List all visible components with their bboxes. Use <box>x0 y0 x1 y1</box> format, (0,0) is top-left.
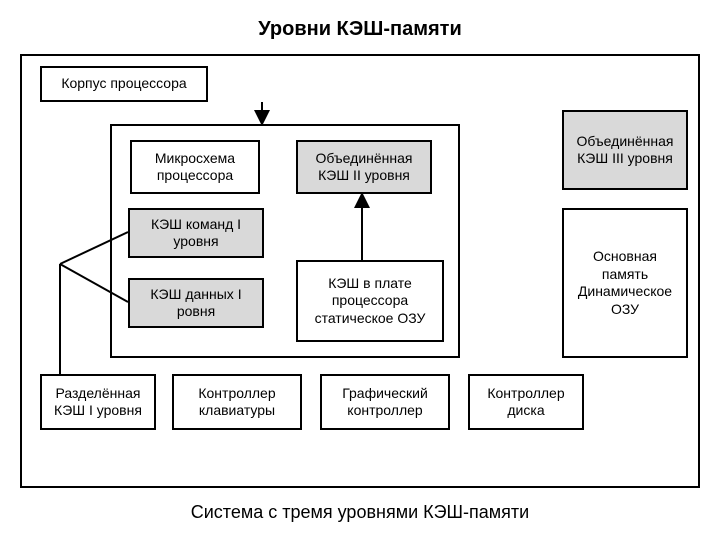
label-main-mem: Основная память Динамическое ОЗУ <box>568 248 682 318</box>
label-cache-cmd-l1: КЭШ команд I уровня <box>134 216 258 251</box>
label-cache-l2: Объединённая КЭШ II уровня <box>302 150 426 185</box>
label-cache-l3: Объединённая КЭШ III уровня <box>568 133 682 168</box>
box-gfx-ctrl: Графический контроллер <box>320 374 450 430</box>
label-split-l1: Разделённая КЭШ I уровня <box>46 385 150 420</box>
box-cache-cmd-l1: КЭШ команд I уровня <box>128 208 264 258</box>
diagram-caption: Система с тремя уровнями КЭШ-памяти <box>0 502 720 523</box>
box-cache-data-l1: КЭШ данных I ровня <box>128 278 264 328</box>
label-cache-data-l1: КЭШ данных I ровня <box>134 286 258 321</box>
label-disk-ctrl: Контроллер диска <box>474 385 578 420</box>
box-microchip: Микросхема процессора <box>130 140 260 194</box>
box-cache-l3: Объединённая КЭШ III уровня <box>562 110 688 190</box>
box-main-mem: Основная память Динамическое ОЗУ <box>562 208 688 358</box>
label-gfx-ctrl: Графический контроллер <box>326 385 444 420</box>
box-split-l1: Разделённая КЭШ I уровня <box>40 374 156 430</box>
box-cache-board: КЭШ в плате процессора статическое ОЗУ <box>296 260 444 342</box>
box-cache-l2: Объединённая КЭШ II уровня <box>296 140 432 194</box>
label-cache-board: КЭШ в плате процессора статическое ОЗУ <box>302 275 438 328</box>
diagram-title: Уровни КЭШ-памяти <box>0 18 720 41</box>
label-kbd-ctrl: Контроллер клавиатуры <box>178 385 296 420</box>
box-cpu-case: Корпус процессора <box>40 66 208 102</box>
box-kbd-ctrl: Контроллер клавиатуры <box>172 374 302 430</box>
box-disk-ctrl: Контроллер диска <box>468 374 584 430</box>
label-cpu-case: Корпус процессора <box>61 75 186 93</box>
label-microchip: Микросхема процессора <box>136 150 254 185</box>
